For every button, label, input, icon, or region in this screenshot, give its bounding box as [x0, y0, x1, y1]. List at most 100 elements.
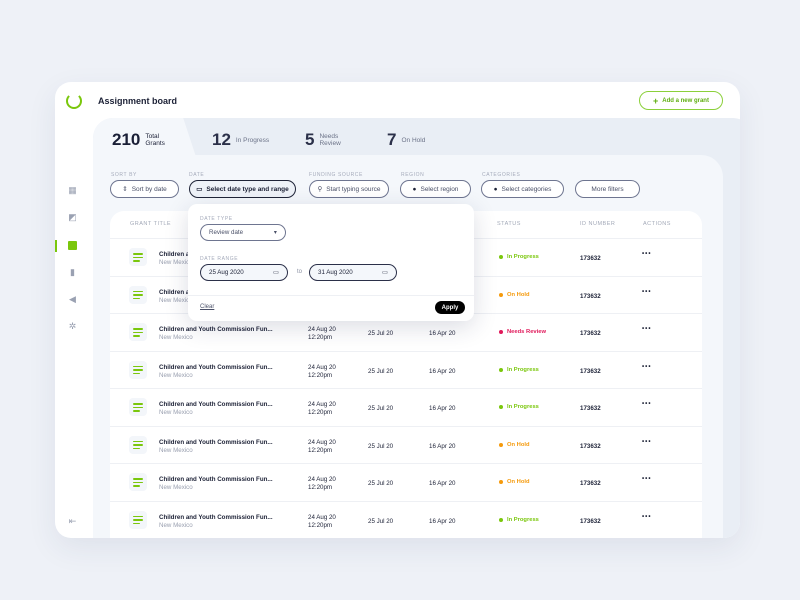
column-header-id[interactable]: ID NUMBER	[580, 221, 616, 227]
stat-value: 5	[305, 130, 315, 149]
status-badge: On Hold	[499, 292, 530, 298]
megaphone-icon[interactable]: ◀	[69, 294, 76, 304]
grant-title[interactable]: Children and Youth Commission Fun...	[159, 438, 273, 446]
more-actions-icon[interactable]: •••	[642, 250, 652, 257]
id-number: 173632	[580, 405, 601, 412]
table-row[interactable]: Children and Youth Commission Fun... New…	[110, 463, 702, 501]
status-badge: In Progress	[499, 517, 539, 523]
board-icon[interactable]	[68, 241, 77, 250]
add-grant-button[interactable]: + Add a new grant	[639, 91, 723, 110]
status-text: In Progress	[507, 404, 539, 410]
column-header-status[interactable]: STATUS	[497, 221, 521, 227]
logo-icon	[66, 93, 82, 109]
date-to-input[interactable]: 31 Aug 2020 ▭	[309, 264, 397, 281]
submitted-time: 12:20pm	[308, 409, 333, 416]
date-to-value: 31 Aug 2020	[318, 269, 353, 276]
submitted-date: 24 Aug 20	[308, 513, 336, 521]
date-filter-button[interactable]: ▭ Select date type and range	[189, 180, 296, 198]
status-badge: On Hold	[499, 442, 530, 448]
logout-icon[interactable]: ⇤	[68, 516, 77, 526]
status-text: On Hold	[507, 291, 530, 298]
grant-region: New Mexico	[159, 446, 193, 454]
clear-link[interactable]: Clear	[200, 304, 215, 310]
add-grant-label: Add a new grant	[662, 97, 709, 104]
calendar-icon: ▭	[196, 186, 203, 193]
id-number: 173632	[580, 480, 601, 487]
region-value: Select region	[420, 185, 459, 193]
id-number: 173632	[580, 292, 601, 300]
submitted-date: 24 Aug 20	[308, 401, 336, 408]
grant-region: New Mexico	[159, 371, 193, 379]
grant-title[interactable]: Children and Youth Commission Fun...	[159, 363, 273, 371]
document-icon	[129, 435, 147, 454]
table-row[interactable]: Children and Youth Commission Fun... New…	[110, 500, 702, 539]
grant-region: New Mexico	[159, 334, 193, 341]
status-badge: In Progress	[499, 367, 539, 373]
sort-icon: ⇕	[122, 186, 128, 193]
submitted-time: 12:20pm	[308, 521, 333, 529]
grant-title[interactable]: Children and Youth Commission Fun...	[159, 476, 273, 483]
document-icon	[129, 510, 147, 529]
region-select[interactable]: ● Select region	[400, 180, 471, 198]
stat-label: In Progress	[235, 136, 270, 144]
grant-title[interactable]: Children and Youth Commission Fun...	[159, 326, 273, 333]
more-filters-button[interactable]: More filters	[575, 180, 640, 198]
date-filter-value: Select date type and range	[206, 185, 289, 193]
plus-icon: +	[653, 95, 659, 106]
stat-on-hold[interactable]: 7 On Hold	[387, 130, 435, 150]
reports-icon[interactable]: ◩	[68, 212, 77, 222]
more-actions-icon[interactable]: •••	[642, 325, 652, 332]
stat-value: 7	[387, 130, 397, 149]
location-pin-icon: ●	[412, 185, 417, 193]
more-actions-icon[interactable]: •••	[642, 362, 652, 370]
review-date: 25 Jul 20	[368, 480, 394, 487]
search-icon: ⚲	[317, 186, 323, 193]
stat-in-progress[interactable]: 12 In Progress	[212, 130, 270, 150]
funding-source-input[interactable]: ⚲ Start typing source	[309, 180, 389, 198]
funding-source-placeholder: Start typing source	[326, 185, 381, 193]
more-actions-icon[interactable]: •••	[642, 287, 652, 295]
categories-select[interactable]: ● Select categories	[481, 180, 564, 198]
submitted-time: 12:20pm	[308, 446, 333, 454]
page-title: Assignment board	[98, 96, 178, 106]
grant-title[interactable]: Children a	[159, 288, 190, 296]
deadline-date: 16 Apr 20	[429, 480, 456, 487]
stat-needs-review[interactable]: 5 Needs Review	[305, 130, 353, 150]
more-actions-icon[interactable]: •••	[642, 475, 652, 482]
table-row[interactable]: Children and Youth Commission Fun... New…	[110, 350, 702, 389]
settings-icon[interactable]: ✲	[68, 321, 77, 331]
grant-region: New Mexico	[159, 521, 193, 529]
date-from-input[interactable]: 25 Aug 2020 ▭	[200, 264, 288, 281]
stat-value: 12	[212, 130, 231, 149]
table-row[interactable]: Children and Youth Commission Fun... New…	[110, 388, 702, 426]
sort-by-button[interactable]: ⇕ Sort by date	[110, 180, 179, 198]
date-from-value: 25 Aug 2020	[209, 269, 244, 276]
stat-total-grants[interactable]: 210 Total Grants	[112, 130, 179, 150]
document-icon	[129, 323, 147, 341]
table-row[interactable]: Children and Youth Commission Fun... New…	[110, 425, 702, 464]
more-actions-icon[interactable]: •••	[642, 512, 652, 520]
column-header-actions: ACTIONS	[643, 221, 671, 227]
app-window: Assignment board + Add a new grant ▦ ◩ ▮ …	[55, 82, 740, 538]
categories-label: CATEGORIES	[482, 172, 521, 178]
grant-title[interactable]: Children a	[159, 251, 190, 258]
status-text: In Progress	[507, 516, 539, 523]
grant-title[interactable]: Children and Youth Commission Fun...	[159, 513, 273, 521]
date-type-select[interactable]: Review date ▾	[200, 224, 286, 241]
submitted-date: 24 Aug 20	[308, 363, 336, 371]
submitted-time: 12:20pm	[308, 484, 333, 491]
dashboard-icon[interactable]: ▦	[68, 185, 77, 195]
status-text: On Hold	[507, 479, 530, 485]
grant-region: New Mexico	[159, 484, 193, 491]
more-actions-icon[interactable]: •••	[642, 437, 652, 445]
document-icon	[129, 398, 147, 416]
calendar-icon: ▭	[273, 269, 279, 276]
more-actions-icon[interactable]: •••	[642, 400, 652, 407]
grant-title[interactable]: Children and Youth Commission Fun...	[159, 401, 273, 408]
stat-label: Total Grants	[145, 133, 165, 147]
categories-value: Select categories	[501, 185, 552, 193]
column-header-title[interactable]: GRANT TITLE	[130, 221, 172, 227]
apply-button[interactable]: Apply	[435, 301, 465, 314]
bookmark-icon[interactable]: ▮	[70, 267, 75, 277]
submitted-time: 12:20pm	[308, 371, 333, 379]
